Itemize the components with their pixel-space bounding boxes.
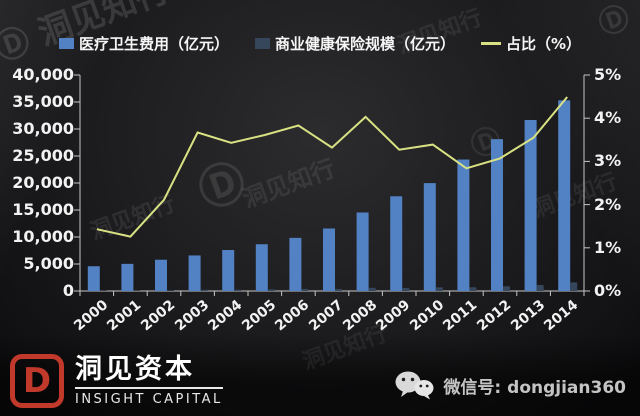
bar-health-insurance-2011 — [469, 287, 477, 291]
brand-name-en: INSIGHT CAPITAL — [75, 392, 223, 408]
bar-medical-expense-2003 — [188, 255, 201, 291]
wechat-contact: 微信号: dongjian360 — [394, 370, 626, 400]
bar-medical-expense-2002 — [155, 259, 167, 291]
bar-medical-expense-2001 — [121, 263, 134, 291]
y-axis-label-left: 25,000 — [12, 146, 74, 165]
legend-swatch-medical-expense — [58, 38, 74, 49]
y-axis-label-left: 40,000 — [12, 65, 74, 84]
legend-item-ratio: 占比（%） — [481, 33, 581, 54]
bar-health-insurance-2010 — [435, 287, 443, 291]
legend-label-health-insurance: 商业健康保险规模（亿元） — [274, 35, 455, 53]
bar-medical-expense-2005 — [255, 244, 268, 291]
brand-name-cn: 洞见资本 — [75, 354, 223, 390]
y-axis-label-right: 1% — [594, 237, 622, 257]
bar-health-insurance-2008 — [368, 287, 376, 291]
ratio-line — [96, 96, 568, 238]
legend-label-medical-expense: 医疗卫生费用（亿元） — [78, 35, 229, 53]
y-axis-label-right: 0% — [594, 281, 622, 300]
wechat-icon — [395, 371, 434, 400]
bar-medical-expense-2013 — [524, 119, 537, 291]
bar-medical-expense-2000 — [87, 266, 100, 291]
brand-logo-icon: D — [10, 354, 64, 408]
bar-health-insurance-2004 — [234, 289, 242, 291]
bar-health-insurance-2013 — [536, 284, 544, 291]
bar-health-insurance-2005 — [267, 289, 275, 291]
bar-health-insurance-2002 — [167, 290, 174, 291]
bar-medical-expense-2008 — [356, 212, 369, 291]
bar-medical-expense-2004 — [222, 250, 235, 291]
y-axis-label-right: 2% — [594, 194, 622, 214]
y-axis-label-left: 10,000 — [12, 227, 74, 246]
bar-medical-expense-2006 — [289, 237, 302, 291]
bar-health-insurance-2014 — [570, 282, 578, 291]
brand-block: D 洞见资本 INSIGHT CAPITAL — [10, 354, 223, 408]
legend-label-ratio: 占比（%） — [506, 35, 582, 53]
bar-health-insurance-2003 — [200, 289, 208, 291]
y-axis-label-right: 5% — [594, 65, 622, 84]
wechat-id-label: 微信号: dongjian360 — [443, 377, 626, 398]
bar-health-insurance-2006 — [301, 288, 309, 291]
y-axis-label-right: 4% — [594, 108, 622, 128]
legend-swatch-ratio-line — [481, 42, 501, 45]
legend-swatch-health-insurance — [254, 38, 270, 49]
chart-legend: 医疗卫生费用（亿元） 商业健康保险规模（亿元） 占比（%） — [0, 33, 640, 54]
y-axis-label-right: 3% — [594, 151, 622, 171]
legend-item-medical-expense: 医疗卫生费用（亿元） — [58, 33, 229, 54]
bar-medical-expense-2011 — [457, 159, 470, 291]
bar-medical-expense-2012 — [491, 139, 503, 291]
bar-medical-expense-2007 — [323, 228, 335, 291]
y-axis-label-left: 20,000 — [12, 173, 74, 192]
bar-health-insurance-2007 — [335, 288, 342, 291]
bar-medical-expense-2014 — [558, 100, 571, 291]
y-axis-label-left: 35,000 — [12, 92, 74, 111]
combo-chart — [74, 74, 590, 296]
bar-medical-expense-2009 — [390, 196, 403, 291]
legend-item-health-insurance: 商业健康保险规模（亿元） — [254, 33, 455, 54]
footer: D 洞见资本 INSIGHT CAPITAL 微信号: dongjian360 — [0, 354, 640, 416]
y-axis-label-left: 0 — [62, 281, 74, 300]
y-axis-label-left: 15,000 — [12, 200, 74, 219]
bar-health-insurance-2012 — [503, 286, 510, 291]
bar-medical-expense-2010 — [423, 183, 436, 291]
y-axis-label-left: 5,000 — [23, 254, 74, 273]
brand-text: 洞见资本 INSIGHT CAPITAL — [75, 354, 223, 408]
y-axis-label-left: 30,000 — [12, 119, 74, 138]
bar-health-insurance-2009 — [402, 287, 410, 291]
